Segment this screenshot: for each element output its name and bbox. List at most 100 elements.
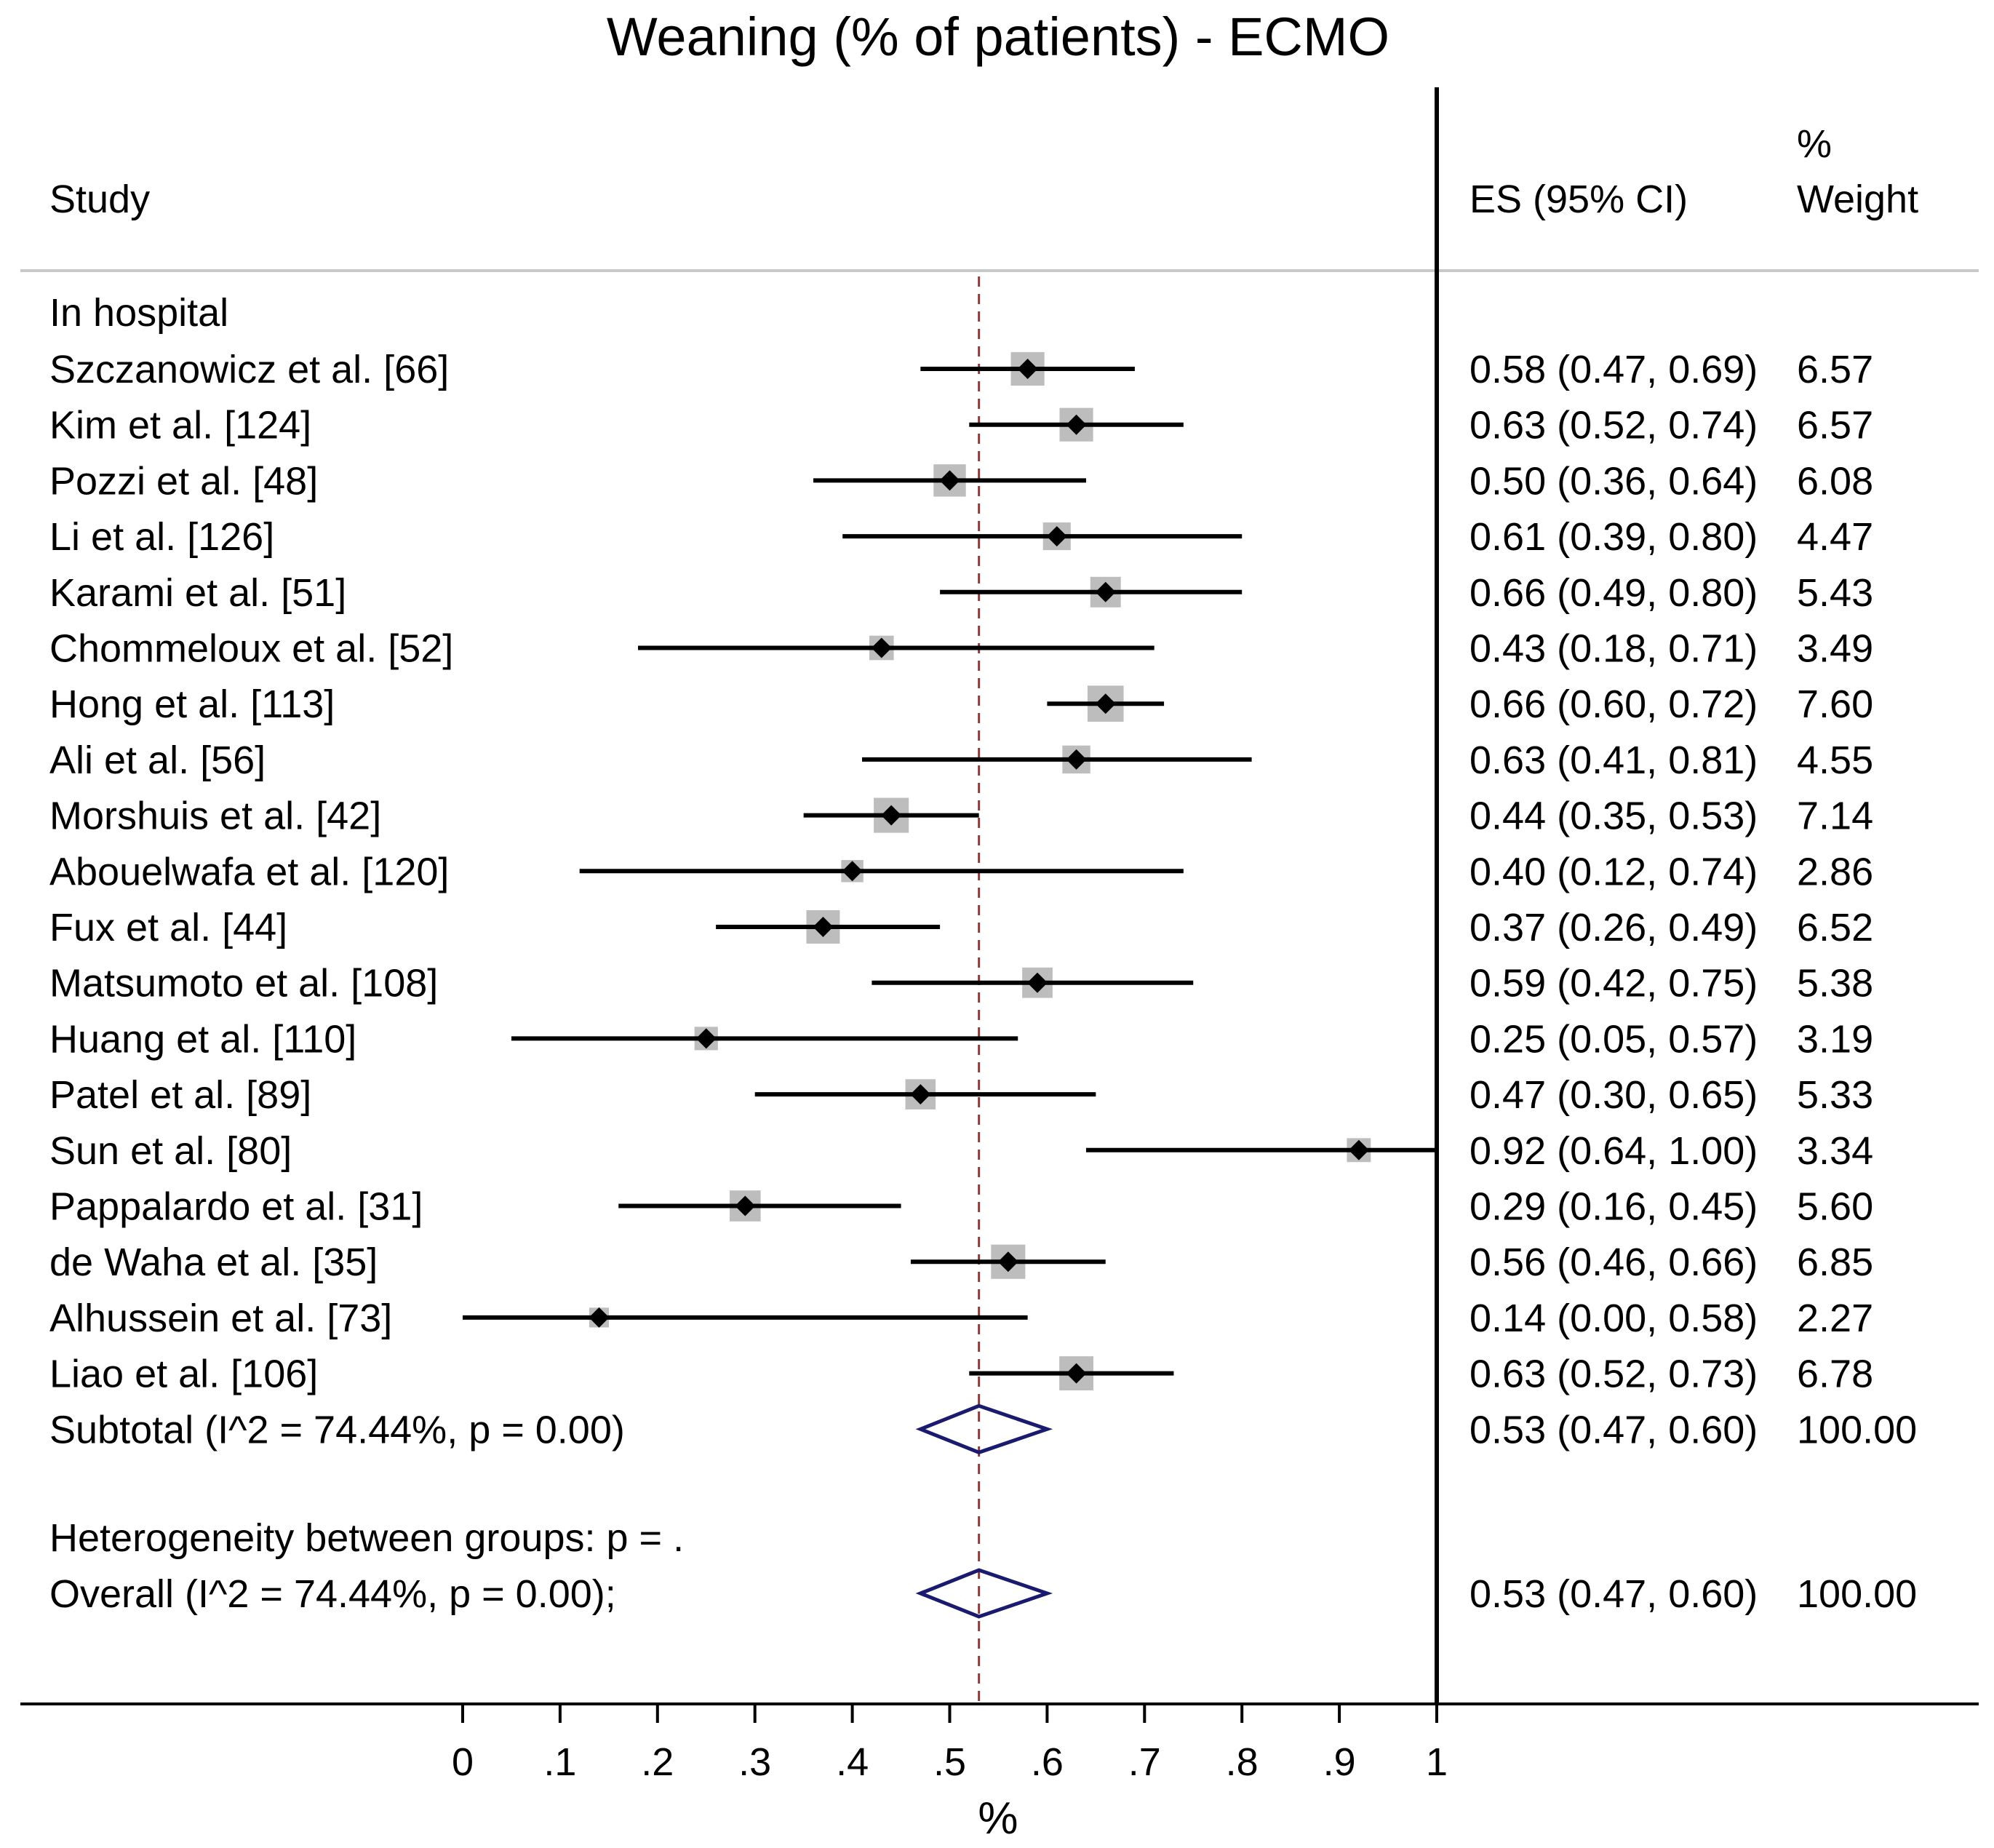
subtotal-weight-text: 100.00	[1797, 1408, 1917, 1451]
point-estimate	[881, 805, 902, 826]
point-estimate	[735, 1195, 756, 1216]
study-name: Huang et al. [110]	[49, 1017, 356, 1061]
heterogeneity-text: Heterogeneity between groups: p = .	[49, 1516, 684, 1560]
overall-row: Overall (I^2 = 74.44%, p = 0.00); 0.53 (0…	[49, 1568, 1917, 1619]
study-name: Kim et al. [124]	[49, 404, 311, 447]
study-name: Hong et al. [113]	[49, 682, 335, 726]
study-name: Fux et al. [44]	[49, 906, 287, 949]
study-row: Li et al. [126] 0.61 (0.39, 0.80) 4.47	[49, 515, 1873, 559]
study-row: Kim et al. [124] 0.63 (0.52, 0.74) 6.57	[49, 404, 1873, 447]
es-ci-text: 0.66 (0.60, 0.72)	[1469, 682, 1758, 726]
study-name: Morshuis et al. [42]	[49, 794, 381, 838]
study-row: Patel et al. [89] 0.47 (0.30, 0.65) 5.33	[49, 1073, 1873, 1117]
weight-text: 3.49	[1797, 627, 1873, 671]
x-tick-label: 0	[452, 1740, 474, 1784]
x-tick-label: .4	[836, 1740, 869, 1784]
study-row: Hong et al. [113] 0.66 (0.60, 0.72) 7.60	[49, 682, 1873, 726]
overall-es-text: 0.53 (0.47, 0.60)	[1469, 1572, 1758, 1616]
point-estimate	[1046, 526, 1067, 547]
es-ci-text: 0.25 (0.05, 0.57)	[1469, 1017, 1758, 1061]
weight-text: 6.52	[1797, 906, 1873, 949]
point-estimate	[842, 861, 863, 882]
header-weight: Weight	[1797, 178, 1918, 221]
study-row: Matsumoto et al. [108] 0.59 (0.42, 0.75) 5…	[49, 962, 1873, 1005]
study-row: Karami et al. [51] 0.66 (0.49, 0.80) 5.43	[49, 571, 1873, 615]
es-ci-text: 0.61 (0.39, 0.80)	[1469, 515, 1758, 559]
es-ci-text: 0.43 (0.18, 0.71)	[1469, 627, 1758, 671]
study-rows: Szczanowicz et al. [66] 0.58 (0.47, 0.69)…	[49, 348, 1873, 1396]
subtotal-label: Subtotal (I^2 = 74.44%, p = 0.00)	[49, 1408, 625, 1451]
study-name: Liao et al. [106]	[49, 1353, 318, 1396]
study-name: Li et al. [126]	[49, 515, 274, 559]
es-ci-text: 0.63 (0.52, 0.73)	[1469, 1353, 1758, 1396]
es-ci-text: 0.14 (0.00, 0.58)	[1469, 1297, 1758, 1340]
weight-text: 3.34	[1797, 1129, 1873, 1173]
point-estimate	[997, 1251, 1018, 1273]
study-name: Chommeloux et al. [52]	[49, 627, 453, 671]
point-estimate	[813, 917, 834, 937]
es-ci-text: 0.44 (0.35, 0.53)	[1469, 794, 1758, 838]
es-ci-text: 0.56 (0.46, 0.66)	[1469, 1240, 1758, 1284]
x-tick-label: .2	[641, 1740, 674, 1784]
point-estimate	[1066, 1363, 1087, 1384]
weight-text: 6.57	[1797, 348, 1873, 391]
es-ci-text: 0.47 (0.30, 0.65)	[1469, 1073, 1758, 1117]
study-name: Alhussein et al. [73]	[49, 1297, 392, 1340]
point-estimate	[1348, 1139, 1369, 1160]
es-ci-text: 0.63 (0.41, 0.81)	[1469, 738, 1758, 782]
weight-text: 6.85	[1797, 1240, 1873, 1284]
point-estimate	[1095, 581, 1116, 602]
x-tick-label: .3	[738, 1740, 771, 1784]
study-row: Chommeloux et al. [52] 0.43 (0.18, 0.71) 3…	[49, 627, 1873, 671]
point-estimate	[1095, 693, 1116, 714]
point-estimate	[1017, 359, 1038, 379]
x-tick-label: .9	[1323, 1740, 1356, 1784]
weight-text: 7.60	[1797, 682, 1873, 726]
study-name: de Waha et al. [35]	[49, 1240, 378, 1284]
study-row: Huang et al. [110] 0.25 (0.05, 0.57) 3.19	[49, 1017, 1873, 1061]
es-ci-text: 0.58 (0.47, 0.69)	[1469, 348, 1758, 391]
x-tick-label: .8	[1226, 1740, 1259, 1784]
overall-diamond	[915, 1568, 1053, 1619]
subtotal-row: Subtotal (I^2 = 74.44%, p = 0.00) 0.53 (0…	[49, 1403, 1917, 1454]
point-estimate	[1027, 972, 1048, 993]
study-name: Szczanowicz et al. [66]	[49, 348, 449, 391]
weight-text: 6.08	[1797, 459, 1873, 503]
study-row: Morshuis et al. [42] 0.44 (0.35, 0.53) 7.1…	[49, 794, 1873, 838]
x-tick-label: .1	[543, 1740, 576, 1784]
header-weight-percent: %	[1797, 122, 1832, 166]
x-tick-label: 1	[1426, 1740, 1448, 1784]
point-estimate	[939, 470, 960, 491]
weight-text: 4.55	[1797, 738, 1873, 782]
study-row: Pappalardo et al. [31] 0.29 (0.16, 0.45) 5…	[49, 1185, 1873, 1229]
weight-text: 2.27	[1797, 1297, 1873, 1340]
study-name: Ali et al. [56]	[49, 738, 266, 782]
study-name: Abouelwafa et al. [120]	[49, 850, 449, 893]
header-study: Study	[49, 178, 150, 221]
point-estimate	[589, 1307, 610, 1328]
es-ci-text: 0.50 (0.36, 0.64)	[1469, 459, 1758, 503]
weight-text: 5.33	[1797, 1073, 1873, 1117]
subtotal-diamond	[915, 1403, 1053, 1454]
point-estimate	[695, 1028, 717, 1049]
study-row: de Waha et al. [35] 0.56 (0.46, 0.66) 6.85	[49, 1240, 1873, 1284]
es-ci-text: 0.40 (0.12, 0.74)	[1469, 850, 1758, 893]
study-name: Matsumoto et al. [108]	[49, 962, 438, 1005]
es-ci-text: 0.66 (0.49, 0.80)	[1469, 571, 1758, 615]
overall-weight-text: 100.00	[1797, 1572, 1917, 1616]
study-row: Liao et al. [106] 0.63 (0.52, 0.73) 6.78	[49, 1353, 1873, 1396]
x-axis-ticks: 0 .1 .2 .3 .4 .5 .6 .7 .8 .9 1	[452, 1704, 1448, 1784]
point-estimate	[871, 637, 892, 658]
study-name: Sun et al. [80]	[49, 1129, 292, 1173]
study-name: Pappalardo et al. [31]	[49, 1185, 423, 1229]
x-axis-label: %	[978, 1793, 1018, 1844]
study-name: Patel et al. [89]	[49, 1073, 311, 1117]
es-ci-text: 0.59 (0.42, 0.75)	[1469, 962, 1758, 1005]
study-row: Sun et al. [80] 0.92 (0.64, 1.00) 3.34	[49, 1129, 1873, 1173]
study-row: Abouelwafa et al. [120] 0.40 (0.12, 0.74)…	[49, 850, 1873, 893]
study-name: Karami et al. [51]	[49, 571, 346, 615]
study-row: Szczanowicz et al. [66] 0.58 (0.47, 0.69)…	[49, 348, 1873, 391]
weight-text: 5.60	[1797, 1185, 1873, 1229]
es-ci-text: 0.29 (0.16, 0.45)	[1469, 1185, 1758, 1229]
